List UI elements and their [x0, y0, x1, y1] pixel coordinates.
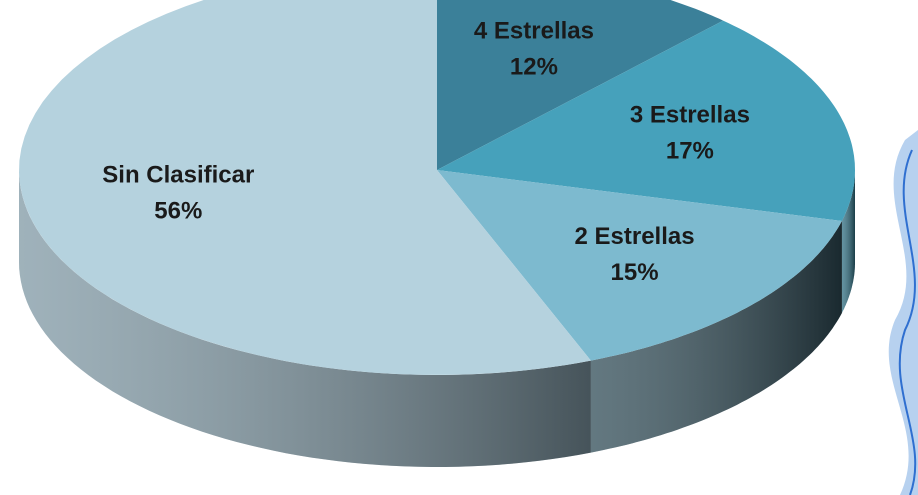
slice: [19, 0, 591, 375]
slice-label: 2 Estrellas: [574, 223, 694, 250]
slice: [437, 170, 842, 361]
slice-value: 17%: [666, 137, 714, 164]
decoration: [898, 149, 917, 495]
slice: [437, 0, 724, 170]
slice-label: Sin Clasificar: [102, 162, 254, 189]
slice-label: 3 Estrellas: [630, 101, 750, 128]
decoration: [888, 130, 918, 495]
slice-value: 12%: [510, 53, 558, 80]
slice-side-shade: [590, 221, 842, 453]
slice: [437, 20, 855, 221]
slice-side-shade: [841, 170, 855, 313]
slice-value: 15%: [611, 259, 659, 286]
slice-label: 4 Estrellas: [474, 17, 594, 44]
slice-side-shade: [19, 170, 591, 467]
slice-value: 56%: [154, 198, 202, 225]
